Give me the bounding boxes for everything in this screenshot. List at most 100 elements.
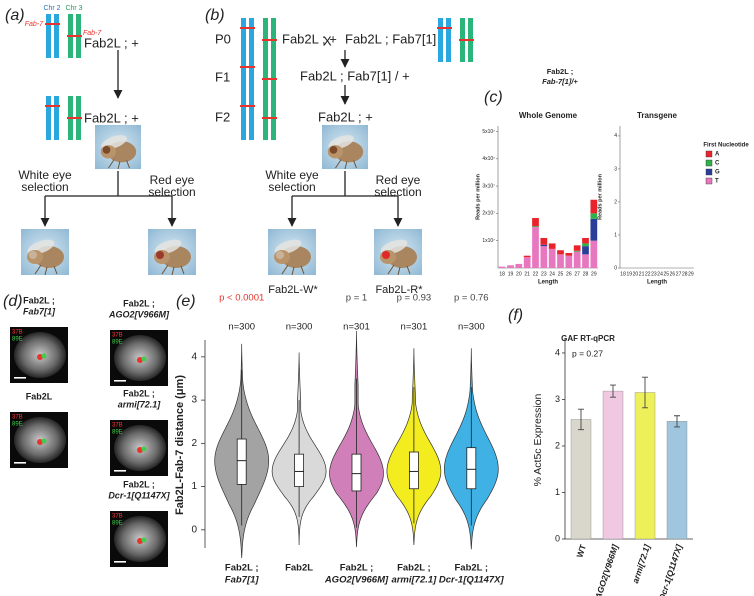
x-tick-label: 24: [657, 271, 663, 277]
image-title: Fab2L: [26, 391, 53, 401]
y-tick-label: 1x10⁷: [482, 238, 495, 244]
panel-label: (e): [176, 293, 196, 310]
generation: F1: [215, 69, 230, 84]
y-tick-label: 2: [614, 199, 617, 205]
n-label: n=301: [343, 322, 370, 333]
probe-label: 37B: [112, 333, 123, 339]
y-tick-label: 4: [555, 347, 560, 357]
box: [236, 438, 247, 485]
fab7-label: Fab-7: [83, 30, 102, 37]
error-bar: [674, 415, 680, 428]
x-tick-label: Fab2L ;: [397, 563, 431, 574]
genotype: Fab2L ; Fab7[1]: [345, 31, 436, 46]
legend-title: First Nucleotide: [703, 143, 749, 149]
bar-segment: [548, 248, 556, 268]
n-label: n=300: [458, 322, 485, 333]
bar-segment: [557, 250, 564, 255]
bar-segment: [565, 252, 573, 256]
bar-segment: [540, 244, 548, 247]
x-axis-label: Length: [538, 280, 558, 286]
bar: [602, 390, 624, 540]
bar-segment: [582, 243, 589, 247]
bar-segment: [590, 218, 598, 241]
x-tick-label: 23: [541, 271, 547, 277]
selection-label: Red eye: [150, 173, 195, 187]
y-tick-label: 4: [191, 352, 197, 363]
selection-label: selection: [374, 185, 421, 199]
image-title: Fab2L ;: [23, 295, 55, 305]
selection-label: Red eye: [376, 173, 421, 187]
y-tick-label: 5x10⁷: [482, 129, 495, 135]
y-tick-label: 0: [555, 533, 560, 543]
genotype: Fab2L ; +: [84, 110, 139, 125]
x-tick-label: Dcr-1[Q1147X]: [439, 575, 505, 586]
x-tick-label: Fab2L ;: [454, 563, 488, 574]
x-tick-label: 21: [524, 271, 530, 277]
x-tick-label: 28: [583, 271, 589, 277]
p-value: p = 1: [346, 293, 367, 304]
fab7-label: Fab-7: [25, 21, 44, 28]
bar-segment: [523, 257, 531, 268]
x-tick-label: 21: [639, 271, 645, 277]
bar-segment: [573, 245, 581, 251]
probe-label: 37B: [112, 514, 123, 520]
chromosomes: [240, 96, 277, 140]
x-tick-label: 29: [591, 271, 597, 277]
panel-label: (d): [3, 293, 23, 310]
x-tick-label: Fab2L ;: [225, 563, 259, 574]
x-tick-label: 24: [549, 271, 555, 277]
box: [351, 453, 362, 492]
chart-title: Transgene: [637, 111, 678, 120]
chart-title: GAF RT-qPCR: [561, 334, 615, 343]
chart-header: Fab-7[1]/+: [542, 77, 578, 86]
selection-label: selection: [21, 180, 68, 194]
x-tick-label: 25: [558, 271, 564, 277]
probe-label: 37B: [112, 423, 123, 429]
selection-label: White eye: [18, 168, 72, 182]
x-tick-label: 18: [620, 271, 626, 277]
bar-segment: [532, 226, 539, 228]
y-axis-label: Fab2L-Fab-7 distance (μm): [174, 375, 186, 515]
bar-segment: [557, 254, 564, 268]
legend-swatch: [705, 150, 713, 158]
panel-d-images: [10, 327, 168, 567]
y-axis-label: Reads per million: [597, 173, 603, 219]
bar-segment: [582, 246, 589, 255]
bar-segment: [507, 265, 514, 268]
x-tick-label: 23: [651, 271, 657, 277]
box: [466, 447, 477, 490]
legend-label: A: [715, 152, 720, 158]
line-name: Fab2L-W*: [268, 284, 318, 296]
image-title: Fab2L ;: [123, 298, 155, 308]
legend-swatch: [705, 168, 713, 176]
y-tick-label: 4: [614, 133, 617, 139]
x-tick-label: Fab2L ;: [340, 563, 374, 574]
x-tick-label: AGO2[V966M]: [593, 542, 621, 596]
legend-label: T: [715, 179, 719, 185]
image-title: Dcr-1[Q1147X]: [108, 490, 170, 500]
bar: [634, 392, 656, 540]
x-tick-label: 29: [688, 271, 694, 277]
chart-title: Whole Genome: [519, 111, 578, 120]
image-title: armi[72.1]: [118, 399, 162, 409]
probe-label: 89E: [112, 340, 123, 346]
bar-segment: [532, 227, 539, 268]
x-tick-label: armi[72.1]: [391, 575, 437, 586]
selection-label: White eye: [265, 168, 319, 182]
image-title: Fab7[1]: [23, 306, 56, 316]
chr-label: Chr 2: [43, 5, 60, 12]
x-tick-label: 22: [533, 271, 539, 277]
image-title: Fab2L ;: [123, 388, 155, 398]
x-tick-label: WT: [574, 542, 588, 558]
bar-segment: [573, 251, 581, 268]
fly-photo: [268, 229, 316, 275]
y-tick-label: 2x10⁷: [482, 211, 495, 217]
legend-swatch: [705, 177, 713, 185]
panel-label: (f): [508, 307, 523, 324]
probe-label: 89E: [12, 337, 23, 343]
chromosomes: [437, 18, 474, 62]
y-tick-label: 3: [555, 394, 560, 404]
box: [408, 451, 419, 490]
y-tick-label: 3x10⁷: [482, 183, 495, 189]
y-tick-label: 3: [614, 166, 617, 172]
